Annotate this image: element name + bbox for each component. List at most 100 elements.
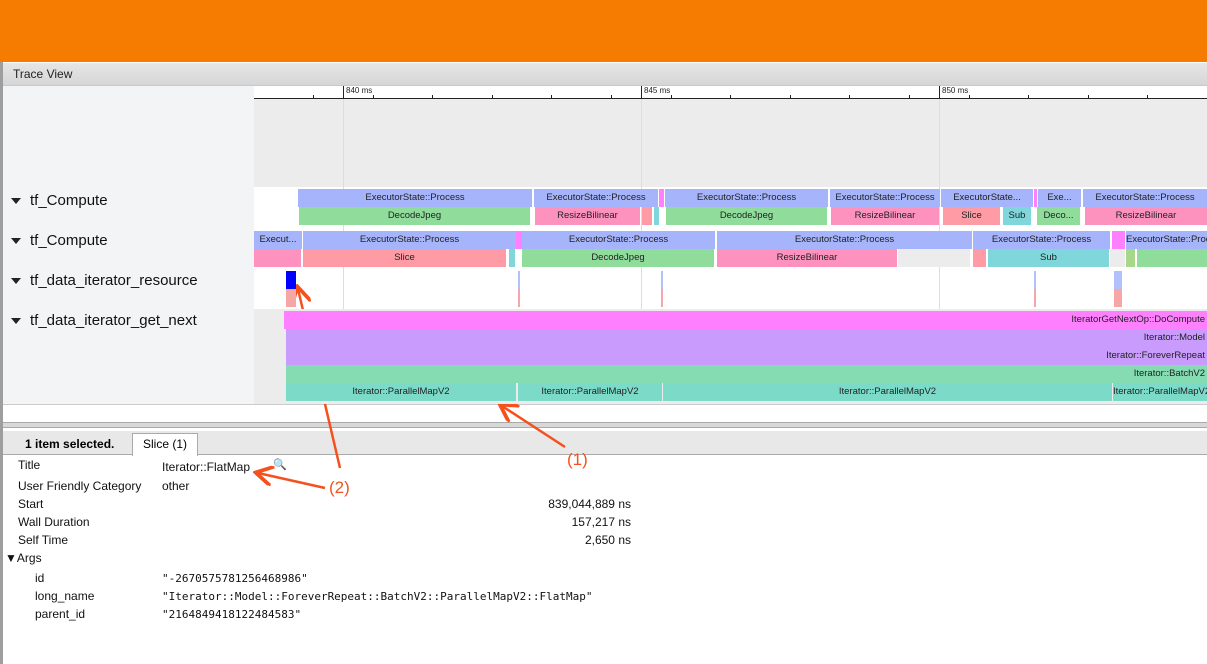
trace-slice[interactable]: ExecutorState::Process bbox=[522, 231, 715, 249]
resize-handle[interactable] bbox=[3, 422, 1207, 428]
ruler-minor-tick bbox=[1028, 95, 1030, 98]
track-label-iterator-resource[interactable]: tf_data_iterator_resource bbox=[11, 272, 198, 289]
trace-slice[interactable] bbox=[1126, 249, 1135, 267]
track-label-tf-compute-1[interactable]: tf_Compute bbox=[11, 192, 108, 209]
annotation-label-1: (1) bbox=[567, 450, 588, 469]
trace-view-title: Trace View bbox=[13, 67, 73, 81]
trace-slice[interactable] bbox=[1112, 231, 1125, 249]
trace-slice[interactable] bbox=[254, 249, 301, 267]
trace-slice[interactable]: Iterator::ParallelMapV2 bbox=[518, 383, 662, 401]
track-name: tf_Compute bbox=[30, 192, 108, 209]
track-label-iterator-get-next[interactable]: tf_data_iterator_get_next bbox=[11, 312, 197, 329]
trace-slice[interactable] bbox=[1114, 271, 1122, 289]
expand-triangle-icon[interactable] bbox=[11, 198, 21, 205]
args-toggle[interactable]: ▼Args bbox=[5, 551, 42, 565]
expand-triangle-icon[interactable] bbox=[11, 318, 21, 325]
trace-slice[interactable]: ExecutorState::Process bbox=[303, 231, 516, 249]
trace-slice[interactable]: DecodeJpeg bbox=[299, 207, 530, 225]
trace-slice[interactable] bbox=[898, 249, 970, 267]
trace-slice[interactable]: Iterator::ParallelMapV2 bbox=[286, 383, 516, 401]
trace-slice[interactable]: ExecutorState::Process bbox=[830, 189, 940, 207]
field-label-start: Start bbox=[18, 497, 44, 511]
collapse-triangle-icon: ▼ bbox=[5, 551, 17, 565]
trace-slice[interactable]: IteratorGetNextOp::DoCompute bbox=[284, 311, 1207, 329]
ruler-minor-tick bbox=[1087, 95, 1089, 98]
trace-slice[interactable]: Execut... bbox=[254, 231, 302, 249]
trace-slice[interactable] bbox=[509, 249, 515, 267]
ruler-minor-tick bbox=[611, 95, 612, 98]
trace-slice[interactable]: ExecutorState... bbox=[941, 189, 1033, 207]
track-labels: tf_Compute tf_Compute tf_data_iterator_r… bbox=[3, 86, 254, 404]
trace-slice[interactable]: Deco... bbox=[1037, 207, 1080, 225]
ruler-minor-tick bbox=[789, 95, 791, 98]
ruler-minor-tick bbox=[1147, 95, 1149, 98]
ruler-tick-840: 840 ms bbox=[343, 86, 372, 99]
tab-slice[interactable]: Slice (1) bbox=[132, 433, 198, 456]
trace-slice[interactable]: ExecutorState::Process bbox=[665, 189, 828, 207]
trace-slice[interactable] bbox=[661, 289, 663, 307]
track-label-tf-compute-2[interactable]: tf_Compute bbox=[11, 232, 108, 249]
trace-slice[interactable]: Slice bbox=[303, 249, 506, 267]
ruler-tick-845: 845 ms bbox=[641, 86, 670, 99]
panel-divider[interactable] bbox=[3, 404, 1207, 430]
expand-triangle-icon[interactable] bbox=[11, 238, 21, 245]
trace-slice[interactable]: DecodeJpeg bbox=[522, 249, 714, 267]
ruler-tick-850: 850 ms bbox=[939, 86, 968, 99]
trace-slice[interactable]: ResizeBilinear bbox=[831, 207, 939, 225]
field-label-category: User Friendly Category bbox=[18, 479, 142, 493]
trace-slice[interactable]: Iterator::ParallelMapV2 bbox=[663, 383, 1112, 401]
trace-slice[interactable]: Slice bbox=[943, 207, 1000, 225]
field-label-self-time: Self Time bbox=[18, 533, 69, 547]
arg-value-long-name: "Iterator::Model::ForeverRepeat::BatchV2… bbox=[162, 590, 593, 603]
trace-slice[interactable]: ExecutorState::Process bbox=[1083, 189, 1207, 207]
arrow-2b bbox=[258, 473, 326, 490]
trace-slice[interactable]: ResizeBilinear bbox=[1085, 207, 1207, 225]
annotation-label-2: (2) bbox=[329, 478, 350, 497]
trace-slice[interactable]: Iterator::ParallelMapV2 bbox=[1113, 383, 1207, 401]
args-label: Args bbox=[16, 551, 42, 565]
empty-track-area bbox=[254, 99, 1207, 187]
trace-slice[interactable]: Sub bbox=[988, 249, 1109, 267]
trace-slice[interactable]: Iterator::BatchV2 bbox=[286, 365, 1207, 383]
trace-slice[interactable]: Iterator::Model bbox=[286, 329, 1207, 347]
trace-slice[interactable]: Iterator::ForeverRepeat bbox=[286, 347, 1207, 365]
arg-key-id: id bbox=[35, 571, 45, 585]
trace-slice[interactable] bbox=[661, 271, 663, 289]
trace-slice[interactable] bbox=[1110, 249, 1125, 267]
time-ruler[interactable]: 840 ms 845 ms 850 ms bbox=[254, 86, 1207, 99]
trace-slice[interactable] bbox=[286, 289, 296, 307]
trace-slice[interactable] bbox=[659, 189, 664, 207]
trace-slice[interactable] bbox=[1034, 289, 1036, 307]
trace-slice[interactable]: ExecutorState::Process bbox=[298, 189, 532, 207]
search-magnifier-icon[interactable]: 🔍 bbox=[273, 459, 287, 471]
trace-slice[interactable] bbox=[1137, 249, 1207, 267]
trace-slice[interactable] bbox=[1034, 271, 1036, 289]
trace-slice[interactable] bbox=[286, 271, 296, 289]
arrow-1 bbox=[502, 406, 566, 449]
trace-slice[interactable] bbox=[654, 207, 659, 225]
trace-slice[interactable]: Sub bbox=[1003, 207, 1031, 225]
trace-slice[interactable]: ExecutorState::Process bbox=[973, 231, 1110, 249]
ruler-minor-tick bbox=[372, 95, 374, 98]
ruler-minor-tick bbox=[909, 95, 910, 98]
trace-slice[interactable] bbox=[642, 207, 652, 225]
expand-triangle-icon[interactable] bbox=[11, 278, 21, 285]
trace-slice[interactable] bbox=[973, 249, 986, 267]
trace-slice[interactable] bbox=[518, 289, 520, 307]
trace-slice[interactable]: ResizeBilinear bbox=[535, 207, 640, 225]
trace-slice[interactable]: Exe... bbox=[1038, 189, 1081, 207]
trace-slice[interactable] bbox=[516, 231, 522, 249]
details-header: 1 item selected. Slice (1) bbox=[3, 431, 1207, 456]
trace-slice[interactable] bbox=[518, 271, 520, 289]
trace-slice[interactable]: DecodeJpeg bbox=[666, 207, 827, 225]
trace-slice[interactable] bbox=[1034, 189, 1037, 207]
trace-slice[interactable]: ExecutorState::Process bbox=[534, 189, 658, 207]
ruler-minor-tick bbox=[730, 95, 732, 98]
ruler-minor-tick bbox=[849, 95, 851, 98]
ruler-minor-tick bbox=[491, 95, 493, 98]
trace-slice[interactable]: ExecutorState::Process bbox=[1126, 231, 1207, 249]
selection-count: 1 item selected. bbox=[25, 437, 115, 451]
trace-slice[interactable]: ExecutorState::Process bbox=[717, 231, 972, 249]
trace-slice[interactable]: ResizeBilinear bbox=[717, 249, 897, 267]
trace-slice[interactable] bbox=[1114, 289, 1122, 307]
